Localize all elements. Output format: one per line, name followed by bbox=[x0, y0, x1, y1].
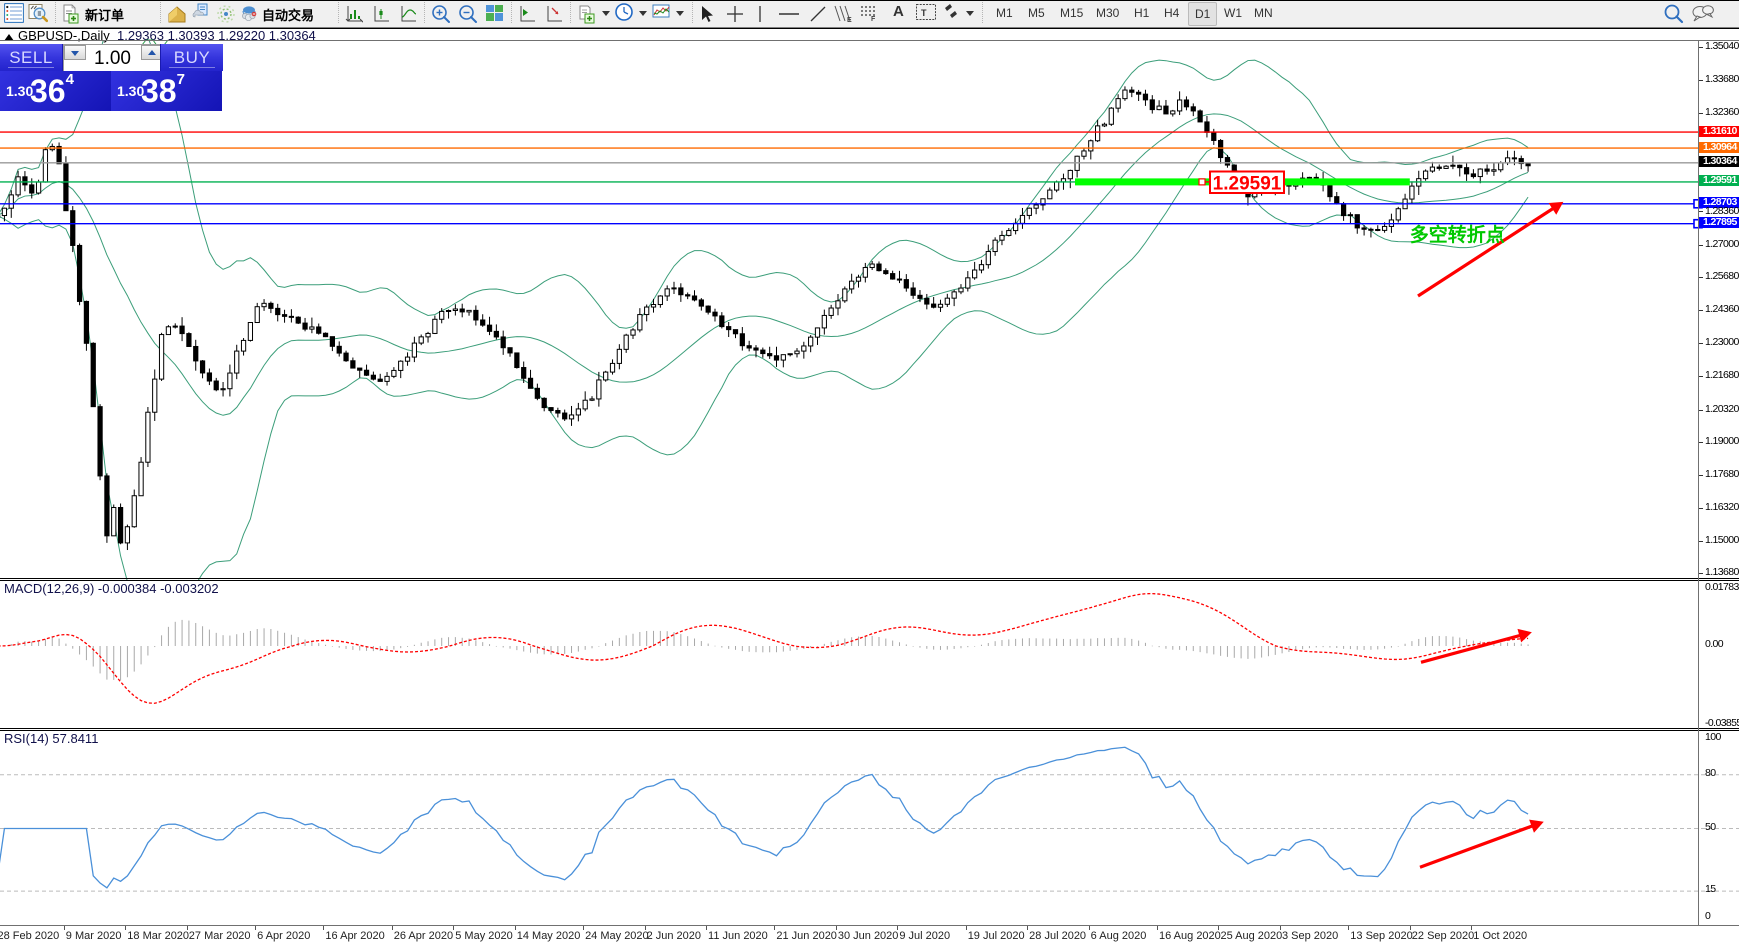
svg-text:E: E bbox=[847, 17, 852, 24]
svg-text:1.29591: 1.29591 bbox=[1213, 173, 1282, 194]
svg-text:多空转折点: 多空转折点 bbox=[1410, 223, 1505, 246]
svg-text:T: T bbox=[921, 8, 927, 18]
svg-text:F: F bbox=[871, 16, 876, 21]
svg-text:MACD(12,26,9) -0.000384 -0.00: MACD(12,26,9) -0.000384 -0.003202 bbox=[4, 581, 219, 596]
svg-text:RSI(14) 57.8411: RSI(14) 57.8411 bbox=[4, 731, 98, 746]
